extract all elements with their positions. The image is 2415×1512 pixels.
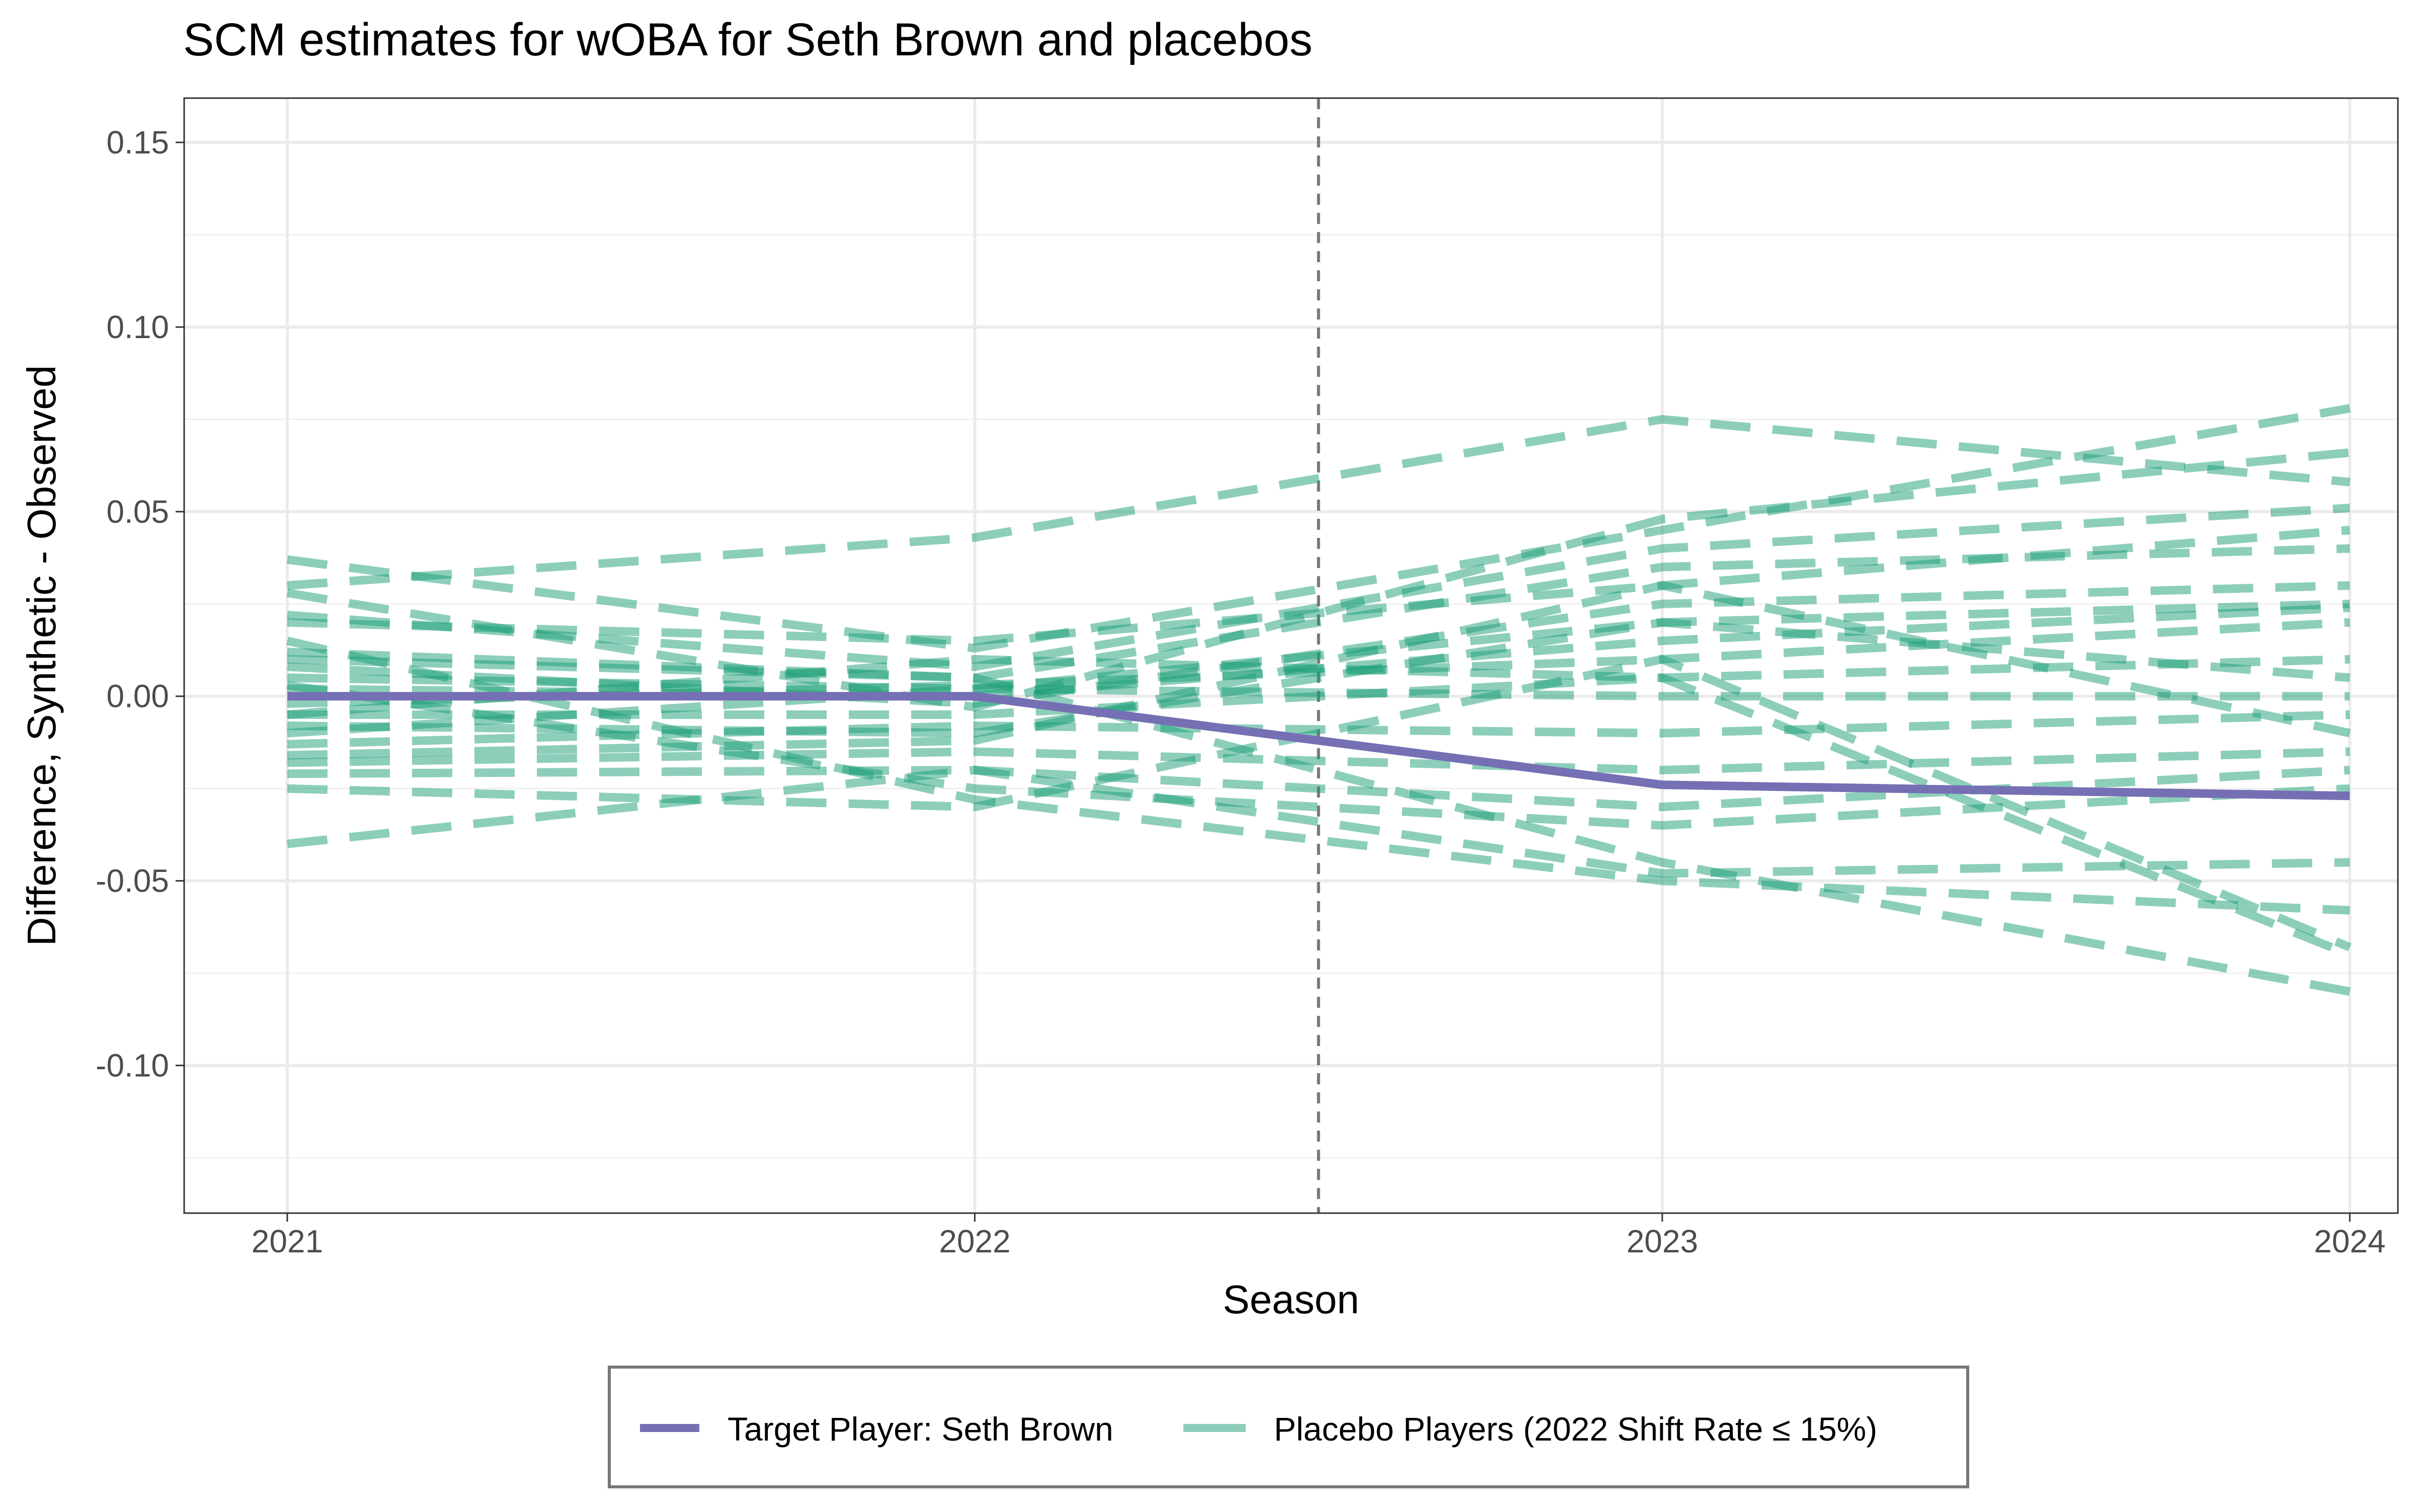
x-tick-label: 2022 [939, 1223, 1010, 1259]
placebo-line-18 [286, 681, 2350, 830]
x-tick-label: 2024 [2314, 1223, 2385, 1259]
placebo-line-13 [287, 684, 2350, 738]
legend: Target Player: Seth Brown Placebo Player… [608, 1366, 1969, 1488]
placebo-line-22 [287, 655, 2351, 996]
y-axis-title: Difference, Synthetic - Observed [19, 365, 64, 946]
placebo-line-19 [287, 765, 2350, 878]
legend-label-placebo: Placebo Players (2022 Shift Rate ≤ 15%) [1274, 1410, 1877, 1448]
placebo-line-5 [287, 526, 2350, 646]
placebo-line-4 [287, 504, 2350, 671]
y-tick-label: 0.00 [106, 678, 169, 714]
placebo-line-15 [287, 581, 2351, 760]
y-tick-label: 0.15 [106, 124, 169, 161]
panel-border [183, 97, 2399, 1214]
placebo-line-21 [287, 655, 2352, 951]
x-tick-label: 2021 [252, 1223, 323, 1259]
placebo-line-2 [286, 404, 2351, 653]
legend-label-target: Target Player: Seth Brown [728, 1410, 1113, 1448]
placebo-line-23 [287, 655, 2352, 959]
target-line [287, 692, 2350, 801]
x-axis-title: Season [1223, 1277, 1359, 1322]
y-axis: 0.15 0.10 0.05 0.00 -0.05 -0.10 [96, 124, 184, 1083]
placebo-series [286, 404, 2352, 996]
target-series [287, 692, 2350, 801]
y-tick-label: 0.10 [106, 309, 169, 345]
placebo-line-16 [287, 747, 2350, 775]
x-axis: 2021 2022 2023 2024 [252, 1213, 2386, 1259]
chart-title: SCM estimates for wOBA for Seth Brown an… [183, 14, 1313, 65]
placebo-line-12 [287, 618, 2350, 738]
y-tick-label: -0.10 [96, 1047, 169, 1083]
legend-box [608, 1366, 1969, 1488]
y-tick-label: -0.05 [96, 863, 169, 899]
placebo-line-1 [287, 415, 2351, 590]
placebo-line-3 [286, 448, 2351, 712]
y-tick-label: 0.05 [106, 494, 169, 530]
x-tick-label: 2023 [1627, 1223, 1698, 1259]
